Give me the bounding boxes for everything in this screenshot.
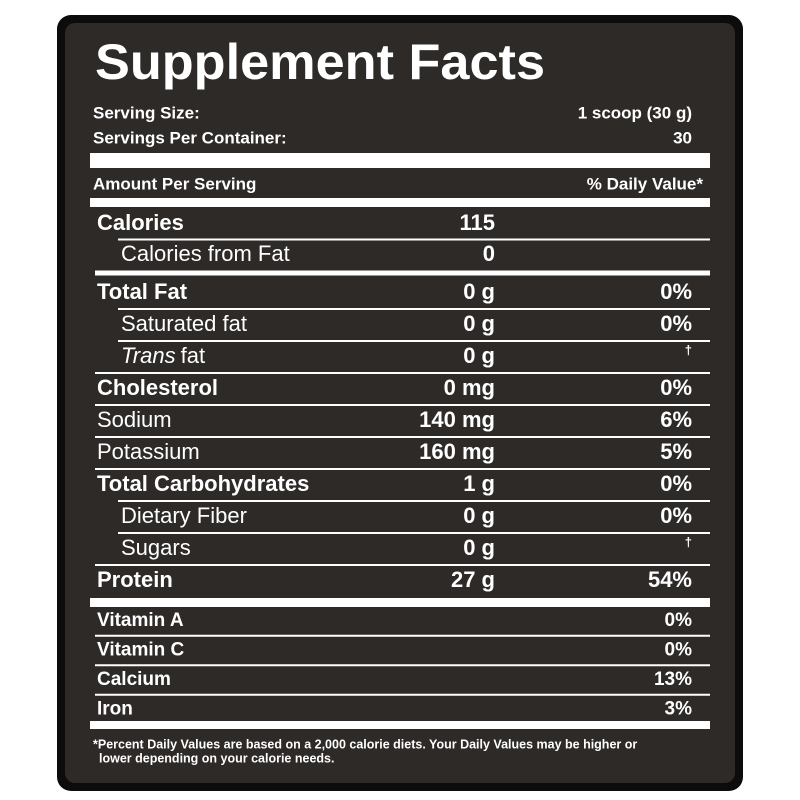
nutrient-amount: 0 (483, 241, 495, 266)
nutrient-amount: 115 (460, 210, 496, 235)
row-line (95, 404, 710, 406)
daily-value: 0% (660, 375, 692, 400)
daily-value: 0% (665, 610, 693, 631)
vitamin-name: Vitamin A (97, 610, 184, 631)
row-line (118, 340, 710, 342)
vitamin-name: Vitamin C (97, 640, 185, 661)
amount-label: Amount Per Serving (93, 174, 256, 193)
vitamin-name: Iron (97, 699, 133, 720)
daily-value: 5% (660, 439, 692, 464)
nutrient-name: Trans fat (121, 343, 205, 368)
nutrient-name: Sodium (97, 407, 172, 432)
footnote: lower depending on your calorie needs. (99, 751, 334, 765)
nutrient-amount: 140 mg (419, 407, 495, 432)
nutrient-amount: 0 g (463, 503, 495, 528)
row-line (95, 270, 710, 276)
nutrient-name: Dietary Fiber (121, 503, 247, 528)
title: Supplement Facts (95, 34, 545, 90)
row-line (95, 436, 710, 438)
nutrient-name: Calories (97, 210, 184, 235)
daily-value: 0% (660, 503, 692, 528)
nutrient-name: Calories from Fat (121, 241, 290, 266)
daily-value: 13% (654, 669, 692, 690)
daily-value: 0% (665, 640, 693, 661)
nutrient-amount: 1 g (463, 471, 495, 496)
nutrient-name: Protein (97, 567, 173, 592)
row-line (118, 308, 710, 310)
daily-value: † (685, 342, 692, 357)
row-line (95, 634, 710, 637)
divider (90, 721, 710, 729)
servings-label: Servings Per Container: (93, 128, 287, 147)
serving-size-label: Serving Size: (93, 103, 200, 122)
nutrient-amount: 0 g (463, 279, 495, 304)
daily-value: 0% (660, 471, 692, 496)
daily-value: 6% (660, 407, 692, 432)
nutrient-name-italic: Trans (121, 343, 176, 368)
label-panel (65, 23, 735, 783)
nutrient-name: Saturated fat (121, 311, 247, 336)
dv-label: % Daily Value* (587, 174, 704, 193)
nutrient-name: Potassium (97, 439, 200, 464)
nutrient-amount: 0 g (463, 311, 495, 336)
nutrient-amount: 0 g (463, 535, 495, 560)
nutrient-name: Cholesterol (97, 375, 218, 400)
nutrient-name-rest: fat (181, 343, 205, 368)
nutrient-name: Sugars (121, 535, 191, 560)
divider (90, 153, 710, 168)
serving-size: 1 scoop (30 g) (578, 103, 692, 122)
footnote: *Percent Daily Values are based on a 2,0… (93, 737, 637, 751)
vitamin-name: Calcium (97, 669, 171, 690)
row-line (95, 564, 710, 566)
row-line (118, 500, 710, 502)
divider (90, 198, 710, 207)
daily-value: 0% (660, 311, 692, 336)
daily-value: 54% (648, 567, 692, 592)
nutrient-amount: 0 g (463, 343, 495, 368)
daily-value: † (685, 534, 692, 549)
row-line (118, 238, 710, 241)
row-line (95, 693, 710, 696)
nutrient-name: Total Carbohydrates (97, 471, 309, 496)
nutrient-amount: 27 g (451, 567, 495, 592)
divider (90, 598, 710, 607)
nutrient-name: Total Fat (97, 279, 188, 304)
nutrient-amount: 0 mg (444, 375, 495, 400)
row-line (118, 532, 710, 534)
row-line (95, 664, 710, 667)
servings: 30 (673, 128, 692, 147)
row-line (95, 372, 710, 374)
daily-value: 3% (665, 699, 693, 720)
row-line (95, 468, 710, 470)
nutrient-amount: 160 mg (419, 439, 495, 464)
daily-value: 0% (660, 279, 692, 304)
